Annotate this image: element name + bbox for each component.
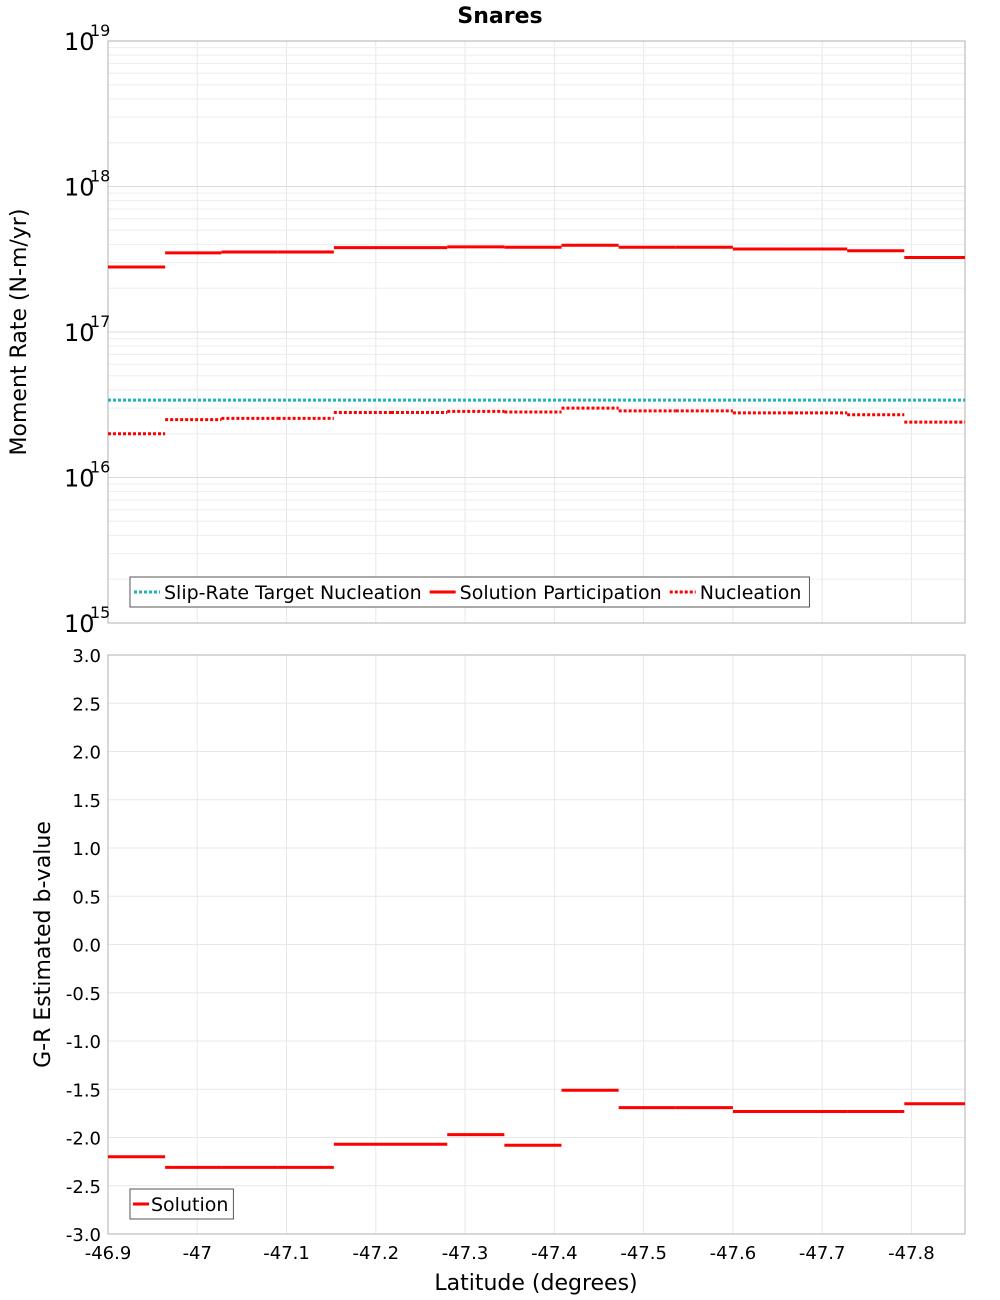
bottom-y-tick-label: -3.0	[66, 1225, 101, 1246]
top-y-tick-label: 10	[64, 28, 95, 56]
x-tick-label: -47.4	[531, 1243, 578, 1264]
series-solution	[108, 1088, 965, 1169]
bottom-y-tick-label: 1.0	[72, 839, 101, 860]
x-axis-title: Latitude (degrees)	[434, 1271, 637, 1296]
b-value-panel: 3.0 2.5 2.0 1.5 1.0 0.5 0.0 -0.5 -1.0 -1.5 -2.0 -2.…	[31, 646, 966, 1264]
x-tick-label: -47.3	[442, 1243, 489, 1264]
x-tick-label: -47.8	[888, 1243, 935, 1264]
bottom-y-tick-label: 0.5	[72, 887, 101, 908]
x-tick-label: -47	[183, 1243, 212, 1264]
top-y-tick-label: 10	[64, 319, 95, 347]
top-y-tick-label: 10	[64, 465, 95, 493]
top-legend-box	[129, 576, 810, 608]
bottom-y-tick-label: -1.0	[66, 1032, 101, 1053]
top-legend: Slip-Rate Target Nucleation Solution Part…	[129, 576, 810, 608]
bottom-y-tick-label: 2.0	[72, 743, 101, 764]
bottom-plot-border	[107, 654, 966, 1235]
top-y-tick-exponent: 15	[90, 603, 110, 622]
x-tick-label: -47.6	[710, 1243, 757, 1264]
top-y-tick-exponent: 17	[90, 312, 110, 331]
legend-label: Slip-Rate Target Nucleation	[164, 582, 422, 604]
bottom-y-axis-title: G-R Estimated b-value	[31, 821, 56, 1068]
chart-title: Snares	[457, 4, 542, 29]
bottom-y-tick-label: -1.5	[66, 1080, 101, 1101]
legend-label: Solution	[151, 1194, 228, 1216]
top-y-axis-title: Moment Rate (N-m/yr)	[7, 209, 32, 456]
bottom-y-tick-label: -0.5	[66, 984, 101, 1005]
bottom-y-tick-label: -2.0	[66, 1129, 101, 1150]
top-y-tick-exponent: 18	[90, 167, 110, 186]
top-y-tick-label: 10	[64, 174, 95, 202]
bottom-y-tick-label: 0.0	[72, 936, 101, 957]
top-plot-border	[107, 40, 966, 624]
bottom-y-tick-label: 3.0	[72, 646, 101, 667]
legend-label: Solution Participation	[460, 582, 662, 604]
legend-label: Nucleation	[700, 582, 802, 604]
x-tick-label: -47.5	[620, 1243, 667, 1264]
x-tick-label: -47.7	[799, 1243, 846, 1264]
x-tick-label: -47.2	[353, 1243, 400, 1264]
x-tick-label: -46.9	[85, 1243, 132, 1264]
series-nucleation	[108, 406, 965, 436]
x-tick-label: -47.1	[263, 1243, 310, 1264]
top-y-tick-exponent: 16	[90, 458, 110, 477]
bottom-y-tick-label: -2.5	[66, 1177, 101, 1198]
series-solution-participation	[108, 243, 965, 269]
bottom-y-tick-label: 1.5	[72, 791, 101, 812]
bottom-legend: Solution	[129, 1188, 234, 1220]
bottom-y-tick-label: 2.5	[72, 694, 101, 715]
top-y-tick-label: 10	[64, 610, 95, 638]
top-y-tick-exponent: 19	[90, 21, 110, 40]
